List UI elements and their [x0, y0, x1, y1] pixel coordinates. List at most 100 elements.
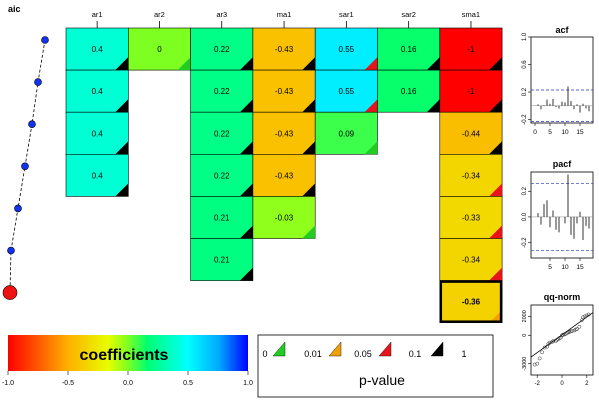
colorbar-tick-label: 0.0	[123, 380, 133, 387]
qq-point	[540, 350, 545, 355]
coef-cell-r1-sma1: -1	[439, 27, 503, 71]
aic-point	[28, 120, 36, 128]
column-header-sma1: sma1	[462, 10, 480, 19]
coef-cell-fill	[314, 69, 378, 113]
qq-point	[542, 345, 547, 350]
pacf-ytick-label: 0.0	[522, 212, 528, 221]
pvalue-marker	[364, 57, 378, 71]
legend-frame	[257, 334, 494, 398]
pacf-panel: pacf -0.2 0.0 0.2 5 10 15	[522, 159, 594, 271]
legend-title: p-value	[359, 372, 405, 388]
pvalue-marker	[302, 141, 316, 155]
pvalue-marker	[489, 183, 503, 197]
legend-label: 0.1	[409, 349, 422, 359]
aic-label: aic	[8, 4, 21, 14]
coef-value: -0.43	[275, 87, 294, 96]
acf-ytick-label: 0.2	[522, 87, 528, 96]
acf-bars: -0.2 0.2 0.6 1.0 0 5 10 15	[522, 32, 593, 136]
pvalue-marker	[115, 141, 129, 155]
coef-cell-r3-ar1: 0.4	[65, 111, 129, 155]
pvalue-legend: 0 0.01 0.05 0.1 1 p-value	[257, 334, 494, 398]
qq-point	[577, 324, 582, 329]
coef-cell-r1-sar1: 0.55	[314, 27, 378, 71]
best-model-highlight	[439, 280, 503, 323]
coef-cell-fill	[190, 111, 254, 155]
coef-cell-fill	[314, 27, 378, 71]
column-header-ar1: ar1	[92, 10, 103, 19]
coef-cell-fill	[439, 238, 503, 281]
aic-point	[7, 246, 15, 255]
pvalue-marker	[302, 183, 316, 197]
aic-point	[14, 204, 22, 213]
coefficient-table: ar1 ar2 ar3 ma1 sar1 sar2 sma1 0.4 0 0.22 -0.43 0.…	[65, 10, 503, 324]
coef-cell-fill	[190, 69, 254, 113]
column-header-sar2: sar2	[401, 10, 416, 19]
coef-value: -1	[467, 87, 475, 96]
coef-value: -0.03	[275, 213, 294, 222]
coef-value: 0.22	[214, 87, 230, 96]
pvalue-marker	[489, 225, 503, 239]
coef-cell-r1-ma1: -0.43	[252, 27, 316, 71]
column-headers: ar1 ar2 ar3 ma1 sar1 sar2 sma1	[92, 10, 480, 28]
coef-cell-r2-sma1: -1	[439, 69, 503, 113]
pvalue-marker	[302, 57, 316, 71]
aic-point	[34, 78, 42, 86]
coef-value: 0.4	[92, 129, 104, 138]
coef-cell-r7-sma1: -0.36	[439, 280, 503, 324]
pvalue-marker	[489, 99, 503, 113]
qq-panel: qq-norm -2 0 2 -3000 0 2000	[522, 292, 594, 387]
coef-cell-r4-ar3: 0.22	[190, 154, 254, 197]
coef-value: -0.36	[462, 298, 481, 307]
coef-cell-fill	[252, 111, 316, 155]
pvalue-marker	[489, 141, 503, 155]
pvalue-marker	[239, 57, 253, 71]
coef-cell-fill	[65, 154, 129, 197]
coef-value: -0.34	[462, 171, 481, 180]
coef-value: 0.21	[214, 213, 230, 222]
colorbar-label: coefficients	[80, 347, 169, 364]
legend-swatch	[272, 341, 286, 357]
qq-ytick-label: 0	[522, 334, 528, 337]
acf-xtick-label: 0	[533, 129, 537, 136]
pvalue-marker	[426, 57, 440, 71]
pacf-xtick-label: 10	[561, 264, 569, 271]
qq-title: qq-norm	[544, 292, 581, 302]
coef-value: 0.21	[214, 256, 230, 265]
coef-value: -0.43	[275, 129, 294, 138]
legend-label: 1	[461, 349, 466, 359]
pvalue-marker	[489, 309, 503, 323]
pacf-ytick-label: 0.2	[522, 186, 528, 195]
colorbar-tick-label: 1.0	[243, 380, 253, 387]
coef-cell-r3-ar3: 0.22	[190, 111, 254, 155]
qq-plot: -2 0 2 -3000 0 2000	[522, 310, 594, 387]
coef-value: 0.4	[92, 87, 104, 96]
legend-label: 0.05	[354, 349, 372, 359]
qq-xtick-label: -2	[535, 381, 541, 387]
pvalue-marker	[302, 99, 316, 113]
acf-panel: acf -0.2 0.2 0.6 1.0 0 5 10 15	[522, 25, 594, 136]
column-header-ar3: ar3	[216, 10, 227, 19]
coef-value: 0.09	[339, 129, 355, 138]
acf-ytick-label: -0.2	[522, 114, 528, 125]
colorbar-gradient	[8, 335, 248, 371]
pacf-xtick-label: 15	[576, 264, 584, 271]
pvalue-marker	[115, 183, 129, 197]
legend-swatch	[430, 341, 444, 357]
coef-cell-fill	[65, 69, 129, 113]
coef-cell-fill	[439, 69, 503, 113]
acf-ytick-label: 0.6	[522, 60, 528, 69]
coef-value: -0.43	[275, 171, 294, 180]
pvalue-marker	[115, 99, 129, 113]
acf-xtick-label: 10	[561, 129, 569, 136]
coef-cell-r2-sar2: 0.16	[377, 69, 441, 113]
coef-cell-fill	[252, 69, 316, 113]
pvalue-marker	[489, 267, 503, 281]
coef-value: -0.34	[462, 256, 481, 265]
legend-swatch	[378, 341, 392, 357]
legend-swatch	[328, 341, 342, 357]
qq-xtick-label: 2	[585, 381, 589, 387]
legend-label: 0.01	[304, 349, 322, 359]
pacf-title: pacf	[553, 159, 573, 169]
coef-value: 0.16	[401, 45, 417, 54]
